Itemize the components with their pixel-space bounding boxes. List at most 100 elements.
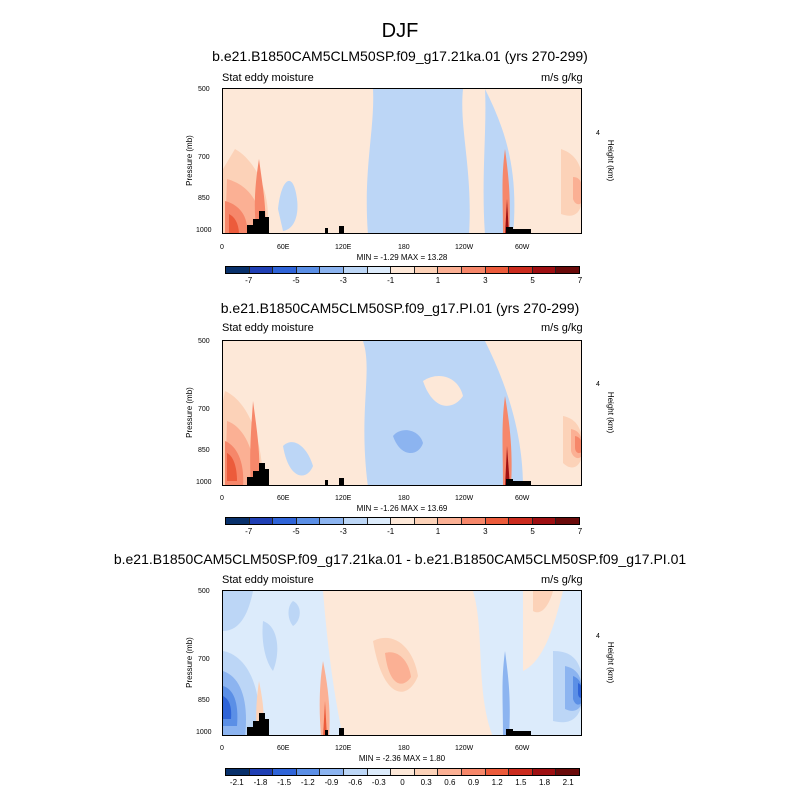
colorbar-tick-label: -1 (387, 276, 395, 285)
panel-2-xtick-120w: 120W (455, 495, 474, 502)
colorbar-tick-label: 1.8 (538, 778, 551, 787)
colorbar-tick-label: -7 (245, 276, 253, 285)
panel-1-ytick-500: 500 (198, 86, 210, 93)
field-negative (262, 621, 278, 671)
field-negative (578, 683, 581, 698)
panel-2-minmax: MIN = -1.26 MAX = 13.69 (356, 504, 448, 513)
colorbar-tick-label: 1 (435, 276, 441, 285)
colorbar-swatch (391, 769, 415, 775)
colorbar-swatch (438, 769, 462, 775)
field-positive (462, 89, 486, 233)
field-positive (423, 376, 463, 406)
panel-3-xtick-60w: 60W (515, 745, 530, 752)
field-contour (502, 396, 512, 485)
panel-1-xtick-60w: 60W (515, 244, 530, 251)
panel-2-ylabel: Pressure (mb) (184, 387, 194, 438)
colorbar-swatch (249, 769, 274, 775)
field-contour (505, 446, 510, 485)
field-contour (575, 436, 581, 454)
colorbar-tick-label: -0.3 (371, 778, 386, 787)
panel-2-units-label: m/s g/kg (541, 322, 583, 334)
panel-3-heatmap (223, 591, 581, 735)
field-negative (573, 676, 581, 705)
colorbar-swatch (296, 769, 321, 775)
panel-2-title: b.e21.B1850CAM5CLM50SP.f09_g17.PI.01 (yr… (220, 300, 580, 316)
colorbar-swatch (320, 267, 344, 273)
colorbar-swatch (367, 267, 392, 273)
field-negative (278, 180, 298, 231)
colorbar-tick-label: -1 (387, 527, 395, 536)
colorbar-tick-label: -1.8 (253, 778, 268, 787)
colorbar-tick-label: 5 (530, 276, 535, 285)
panel-1-xtick-120e: 120E (335, 244, 352, 251)
topography-mask (247, 211, 269, 233)
colorbar-swatch (556, 769, 579, 775)
panel-2-xtick-0: 0 (220, 495, 224, 502)
topography-mask (506, 479, 531, 485)
panel-2-heatmap (223, 341, 581, 485)
colorbar-tick-label: -3 (339, 527, 347, 536)
colorbar-swatch (273, 518, 297, 524)
colorbar-swatch (461, 769, 486, 775)
colorbar-swatch (461, 267, 486, 273)
colorbar-tick-label: -0.9 (324, 778, 339, 787)
colorbar-swatch (320, 769, 344, 775)
panel-1-xtick-60e: 60E (277, 244, 290, 251)
colorbar-swatch (343, 769, 368, 775)
colorbar-swatch (414, 769, 439, 775)
panel-2-xtick-60e: 60E (277, 495, 290, 502)
colorbar-swatch (273, 769, 297, 775)
panel-1-y2tick-4: 4 (596, 130, 600, 137)
colorbar-swatch (391, 518, 415, 524)
panel-3-ytick-1000: 1000 (196, 729, 212, 736)
panel-1-xtick-120w: 120W (455, 244, 474, 251)
panel-1-colorbar (225, 266, 580, 274)
colorbar-swatch (509, 267, 533, 273)
colorbar-tick-label: 1.2 (491, 778, 503, 787)
topography-mask (325, 730, 328, 735)
field-negative (283, 442, 313, 476)
topography-mask (325, 228, 328, 233)
topography-mask (339, 728, 344, 735)
panel-1-variable-label: Stat eddy moisture (222, 72, 314, 84)
field-positive (485, 341, 581, 485)
panel-3-ytick-500: 500 (198, 588, 210, 595)
panel-1-units-label: m/s g/kg (541, 72, 583, 84)
panel-3-xtick-0: 0 (220, 745, 224, 752)
panel-1-xtick-180: 180 (398, 244, 410, 251)
colorbar-swatch (367, 769, 392, 775)
colorbar-tick-label: -5 (292, 527, 300, 536)
colorbar-tick-label: 7 (577, 276, 583, 285)
field-negative (223, 696, 232, 719)
colorbar-swatch (249, 518, 274, 524)
topography-mask (247, 463, 269, 485)
panel-1-ylabel: Pressure (mb) (184, 135, 194, 186)
colorbar-swatch (532, 267, 557, 273)
panel-2-xtick-60w: 60W (515, 495, 530, 502)
field-contour (323, 701, 327, 735)
panel-2-ytick-850: 850 (198, 447, 210, 454)
colorbar-swatch (226, 267, 250, 273)
colorbar-tick-label: 2.1 (562, 778, 574, 787)
topography-mask (506, 227, 531, 233)
panel-2-colorbar (225, 517, 580, 525)
colorbar-swatch (556, 267, 579, 273)
field-contour (533, 591, 553, 613)
colorbar-tick-label: 0.6 (444, 778, 456, 787)
topography-mask (325, 480, 328, 485)
field-negative (502, 651, 510, 735)
colorbar-tick-label: 0.3 (420, 778, 432, 787)
panel-3-plot-area (222, 590, 582, 736)
field-contour (319, 661, 330, 735)
panel-3-ylabel: Pressure (mb) (184, 637, 194, 688)
colorbar-swatch (532, 518, 557, 524)
panel-1-xtick-0: 0 (220, 244, 224, 251)
panel-2-y2tick-4: 4 (596, 381, 600, 388)
panel-3-units-label: m/s g/kg (541, 574, 583, 586)
colorbar-swatch (485, 267, 510, 273)
colorbar-tick-label: 3 (483, 276, 488, 285)
colorbar-tick-label: -7 (245, 527, 253, 536)
field-contour (573, 177, 581, 205)
topography-mask (506, 729, 531, 735)
panel-3-variable-label: Stat eddy moisture (222, 574, 314, 586)
